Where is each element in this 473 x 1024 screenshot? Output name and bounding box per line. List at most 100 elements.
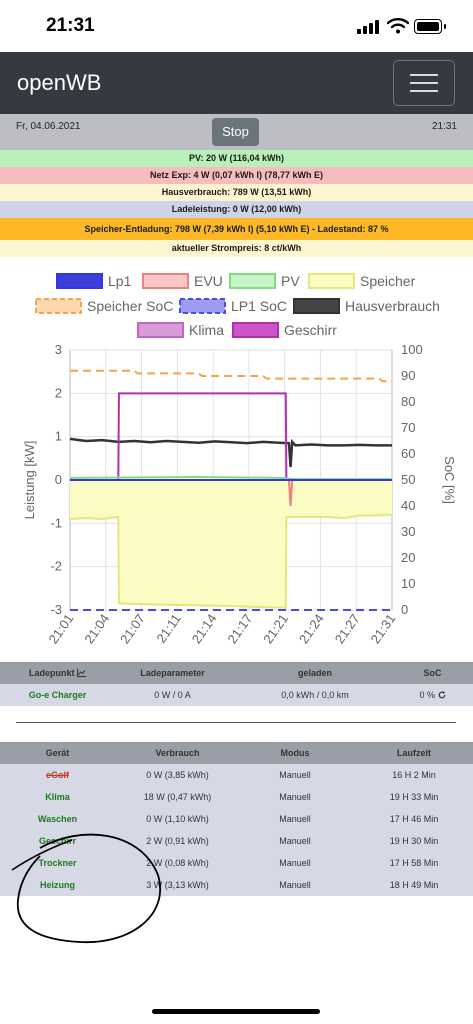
device-consumption: 3 W (3,13 kWh) (146, 880, 209, 890)
y2-axis-label: SoC [%] (442, 456, 457, 504)
legend-label-0: Lp1 (108, 273, 132, 289)
lp-header-parameter: Ladeparameter (140, 668, 205, 678)
x-tick-label: 21:21 (260, 611, 291, 646)
y-tick-label: 3 (55, 342, 62, 357)
device-runtime: 19 H 30 Min (389, 836, 439, 846)
x-tick-label: 21:11 (153, 611, 183, 645)
y2-tick-label: 90 (401, 368, 415, 383)
menu-toggle-button[interactable] (393, 60, 455, 106)
battery-discharge-bar: Speicher-Entladung: 798 W (7,39 kWh I) (… (0, 218, 473, 240)
y2-tick-label: 10 (401, 576, 415, 591)
legend-label-5: LP1 SoC (231, 298, 287, 314)
device-consumption: 2 W (0,91 kWh) (146, 836, 209, 846)
series-line-speicher-soc (70, 369, 392, 383)
legend-label-7: Klima (189, 322, 224, 338)
ios-status-bar: 21:31 (0, 0, 473, 52)
legend-label-2: PV (281, 273, 300, 289)
table-row: eGolf 0 W (3,85 kWh) Manuell 16 H 2 Min (0, 764, 473, 786)
device-runtime: 16 H 2 Min (392, 770, 436, 780)
legend-label-4: Speicher SoC (87, 298, 173, 314)
device-mode[interactable]: Manuell (279, 770, 311, 780)
y2-tick-label: 80 (401, 394, 415, 409)
legend-swatch-7 (137, 322, 184, 338)
table-row: Trockner 2 W (0,08 kWh) Manuell 17 H 58 … (0, 852, 473, 874)
y-tick-label: -3 (50, 602, 62, 617)
lp-header-ladepunkt: Ladepunkt (0, 662, 115, 684)
navbar: openWB (0, 52, 473, 114)
hamburger-icon (410, 74, 438, 76)
series-line-speicher (69, 513, 393, 609)
y2-tick-label: 100 (401, 342, 423, 357)
y2-tick-label: 0 (401, 602, 408, 617)
current-date: Fr, 04.06.2021 (16, 121, 81, 132)
y-tick-label: 2 (55, 385, 62, 400)
device-name-egolf[interactable]: eGolf (45, 770, 69, 780)
device-mode[interactable]: Manuell (279, 880, 311, 890)
device-name-heizung[interactable]: Heizung (40, 880, 75, 890)
legend-swatch-4 (35, 298, 82, 314)
device-name-trockner[interactable]: Trockner (38, 858, 77, 868)
legend-swatch-0 (56, 273, 103, 289)
y2-tick-label: 20 (401, 550, 415, 565)
battery-icon (414, 19, 446, 34)
home-indicator (152, 1009, 320, 1014)
y2-tick-label: 60 (401, 446, 415, 461)
info-header: Fr, 04.06.2021 Stop 21:31 (0, 114, 473, 150)
lp-table-header: Ladepunkt Ladeparameter geladen SoC (0, 662, 473, 684)
y-tick-label: 0 (55, 472, 62, 487)
device-runtime: 17 H 46 Min (389, 814, 439, 824)
lp-header-geladen: geladen (297, 668, 332, 678)
dev-header-geraet: Gerät (45, 748, 70, 758)
y2-tick-label: 40 (401, 498, 415, 513)
table-row: Go-e Charger 0 W / 0 A 0,0 kWh / 0,0 km … (0, 684, 473, 706)
dev-header-verbrauch: Verbrauch (155, 748, 200, 758)
lp-soc: 0 % (395, 684, 470, 706)
device-consumption: 18 W (0,47 kWh) (143, 792, 212, 802)
y2-tick-label: 70 (401, 420, 415, 435)
refresh-icon[interactable] (438, 691, 446, 699)
power-chart: Lp1 EVU PV Speicher Speicher SoC LP1 SoC Hausv… (22, 273, 457, 646)
device-mode[interactable]: Manuell (279, 792, 311, 802)
legend-swatch-8 (232, 322, 279, 338)
y-tick-label: -2 (50, 559, 62, 574)
electricity-price-bar: aktueller Strompreis: 8 ct/kWh (0, 240, 473, 257)
series-area-speicher (70, 480, 392, 608)
x-tick-label: 21:07 (117, 611, 148, 646)
y-tick-label: 1 (55, 429, 62, 444)
y-axis-label: Leistung [kW] (22, 441, 37, 520)
device-name-waschen[interactable]: Waschen (37, 814, 78, 824)
lp-header-soc: SoC (423, 668, 442, 678)
lp-name[interactable]: Go-e Charger (28, 690, 87, 700)
stop-button[interactable]: Stop (212, 118, 259, 146)
device-runtime: 18 H 49 Min (389, 880, 439, 890)
device-table-header: Gerät Verbrauch Modus Laufzeit (0, 742, 473, 764)
table-row: Heizung 3 W (3,13 kWh) Manuell 18 H 49 M… (0, 874, 473, 896)
chart-line-icon[interactable] (77, 669, 87, 677)
device-mode[interactable]: Manuell (279, 814, 311, 824)
y2-tick-label: 50 (401, 472, 415, 487)
x-tick-label: 21:04 (81, 611, 112, 646)
device-runtime: 19 H 33 Min (389, 792, 439, 802)
legend-label-8: Geschirr (284, 322, 337, 338)
current-time: 21:31 (431, 121, 457, 132)
section-divider (16, 722, 456, 723)
x-tick-label: 21:14 (189, 611, 220, 646)
x-tick-label: 21:31 (368, 611, 399, 646)
device-table-body: eGolf 0 W (3,85 kWh) Manuell 16 H 2 Min … (0, 764, 473, 896)
legend-label-6: Hausverbrauch (345, 298, 440, 314)
legend-swatch-1 (142, 273, 189, 289)
signal-icon (357, 20, 379, 34)
grid-bar: Netz Exp: 4 W (0,07 kWh I) (78,77 kWh E) (0, 167, 473, 184)
lp-charged: 0,0 kWh / 0,0 km (281, 690, 349, 700)
device-mode[interactable]: Manuell (279, 836, 311, 846)
pv-bar: PV: 20 W (116,04 kWh) (0, 150, 473, 167)
status-time: 21:31 (46, 15, 95, 36)
legend-swatch-3 (308, 273, 355, 289)
brand-title[interactable]: openWB (17, 70, 102, 95)
legend-label-3: Speicher (360, 273, 416, 289)
y2-tick-label: 30 (401, 524, 415, 539)
device-mode[interactable]: Manuell (279, 858, 311, 868)
device-name-klima[interactable]: Klima (45, 792, 70, 802)
handdrawn-circle-annotation (11, 833, 161, 943)
x-tick-label: 21:24 (296, 611, 327, 646)
